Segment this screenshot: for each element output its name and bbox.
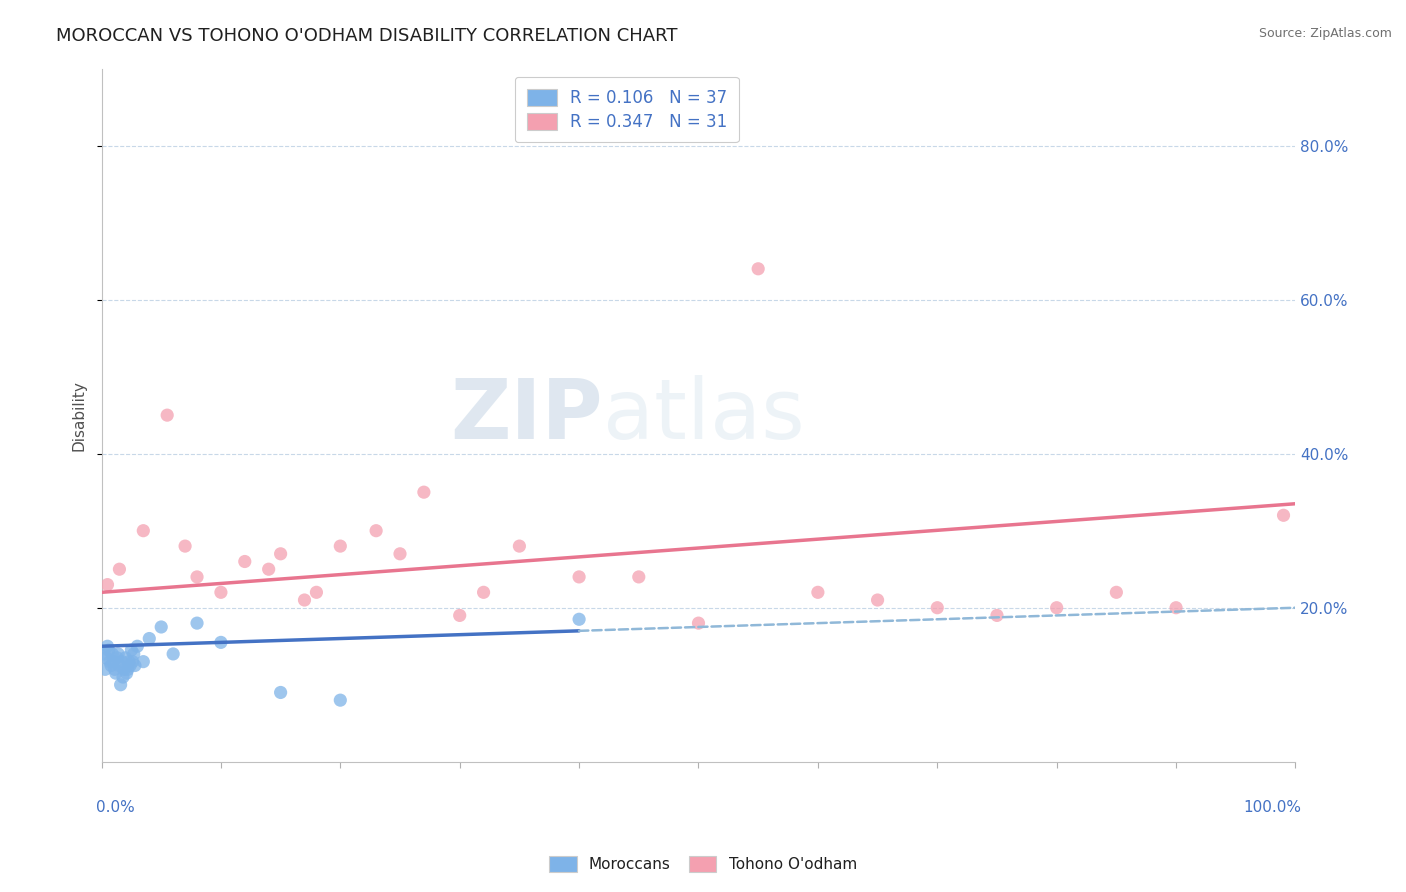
Point <box>1046 600 1069 615</box>
Point <box>118 655 141 669</box>
Point <box>1164 600 1187 615</box>
Point <box>98 655 121 669</box>
Point <box>1105 585 1128 599</box>
Point <box>270 547 292 561</box>
Y-axis label: Disability: Disability <box>72 380 86 450</box>
Point <box>568 570 591 584</box>
Point <box>108 658 131 673</box>
Point <box>94 662 117 676</box>
Point <box>927 600 949 615</box>
Point <box>108 562 131 576</box>
Point <box>104 666 127 681</box>
Point <box>270 685 292 699</box>
Point <box>472 585 495 599</box>
Text: 0.0%: 0.0% <box>96 800 135 815</box>
Point <box>132 524 155 538</box>
Text: 100.0%: 100.0% <box>1243 800 1302 815</box>
Point <box>162 647 184 661</box>
Point <box>412 485 434 500</box>
Point <box>209 585 232 599</box>
Point <box>117 662 139 676</box>
Point <box>104 662 127 676</box>
Point <box>986 608 1008 623</box>
Point <box>112 662 135 676</box>
Point <box>120 658 142 673</box>
Point <box>97 643 120 657</box>
Point <box>257 562 280 576</box>
Point <box>807 585 830 599</box>
Point <box>101 647 124 661</box>
Point <box>114 650 136 665</box>
Point <box>186 616 208 631</box>
Point <box>1272 508 1295 523</box>
Text: atlas: atlas <box>603 375 804 456</box>
Point <box>329 693 352 707</box>
Point <box>233 554 256 568</box>
Point <box>132 655 155 669</box>
Point <box>121 655 143 669</box>
Point <box>127 639 149 653</box>
Point <box>105 650 128 665</box>
Point <box>209 635 232 649</box>
Point <box>156 408 179 422</box>
Point <box>100 658 122 673</box>
Point <box>103 655 125 669</box>
Point <box>111 670 134 684</box>
Text: Source: ZipAtlas.com: Source: ZipAtlas.com <box>1258 27 1392 40</box>
Text: ZIP: ZIP <box>450 375 603 456</box>
Point <box>124 658 146 673</box>
Point <box>388 547 411 561</box>
Point <box>688 616 710 631</box>
Point <box>115 666 138 681</box>
Point <box>122 647 145 661</box>
Point <box>866 593 889 607</box>
Point <box>110 678 132 692</box>
Point <box>174 539 197 553</box>
Point <box>186 570 208 584</box>
Point <box>96 639 118 653</box>
Point <box>366 524 388 538</box>
Point <box>150 620 173 634</box>
Point <box>305 585 328 599</box>
Point <box>329 539 352 553</box>
Point <box>111 655 134 669</box>
Point <box>747 261 769 276</box>
Legend: R = 0.106   N = 37, R = 0.347   N = 31: R = 0.106 N = 37, R = 0.347 N = 31 <box>515 77 738 143</box>
Point <box>96 577 118 591</box>
Point <box>508 539 530 553</box>
Point <box>93 647 115 661</box>
Point <box>294 593 316 607</box>
Point <box>449 608 471 623</box>
Point <box>120 643 142 657</box>
Legend: Moroccans, Tohono O'odham: Moroccans, Tohono O'odham <box>541 848 865 880</box>
Point <box>568 612 591 626</box>
Point <box>96 650 118 665</box>
Point <box>627 570 650 584</box>
Point <box>138 632 160 646</box>
Point <box>107 647 129 661</box>
Text: MOROCCAN VS TOHONO O'ODHAM DISABILITY CORRELATION CHART: MOROCCAN VS TOHONO O'ODHAM DISABILITY CO… <box>56 27 678 45</box>
